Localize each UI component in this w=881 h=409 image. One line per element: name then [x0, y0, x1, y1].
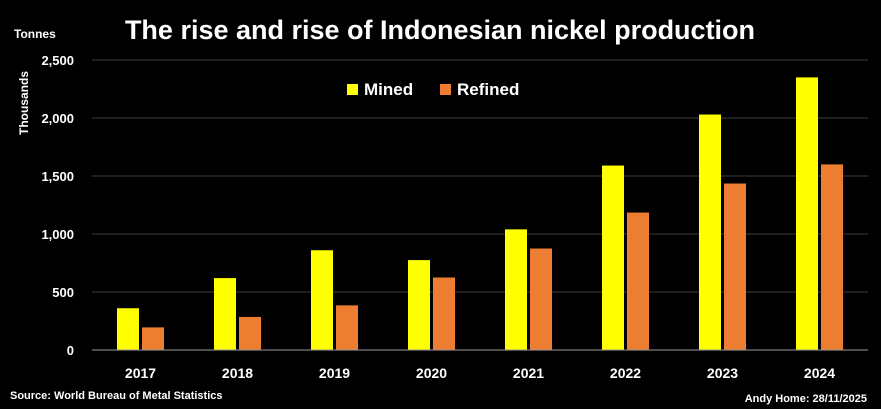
bar-refined-2020	[433, 277, 455, 350]
bar-refined-2024	[821, 164, 843, 350]
bar-mined-2020	[408, 260, 430, 350]
legend: Mined Refined	[347, 80, 519, 99]
legend-swatch-refined	[440, 84, 451, 95]
legend-swatch-mined	[347, 84, 358, 95]
y-tick-label: 2,000	[41, 111, 74, 126]
y-tick-label: 500	[52, 285, 74, 300]
bar-refined-2018	[239, 316, 261, 350]
x-tick-label: 2023	[707, 365, 738, 381]
bar-refined-2017	[142, 327, 164, 350]
bar-mined-2018	[214, 278, 236, 350]
unit-label: Tonnes	[14, 27, 56, 41]
bar-mined-2017	[117, 308, 139, 350]
legend-label-mined: Mined	[364, 80, 413, 99]
bar-refined-2023	[724, 183, 746, 350]
bar-mined-2021	[505, 229, 527, 350]
chart-title: The rise and rise of Indonesian nickel p…	[125, 15, 755, 45]
author-credit: Andy Home: 28/11/2025	[745, 393, 867, 405]
y-tick-label: 1,000	[41, 227, 74, 242]
x-tick-label: 2018	[222, 365, 253, 381]
x-axis-ticks: 2017 2018 2019 2020 2021 2022 2023 2024	[125, 365, 835, 381]
source-note: Source: World Bureau of Metal Statistics	[10, 390, 223, 402]
bar-mined-2023	[699, 114, 721, 351]
x-tick-label: 2019	[319, 365, 350, 381]
y-tick-label: 0	[67, 343, 74, 358]
y-axis-ticks: 0 500 1,000 1,500 2,000 2,500	[41, 53, 74, 358]
bars	[117, 77, 843, 351]
bar-refined-2019	[336, 305, 358, 350]
bar-mined-2022	[602, 165, 624, 350]
x-tick-label: 2020	[416, 365, 447, 381]
bar-mined-2019	[311, 250, 333, 350]
x-tick-label: 2022	[610, 365, 641, 381]
bar-refined-2021	[530, 248, 552, 350]
bar-refined-2022	[627, 212, 649, 350]
y-tick-label: 2,500	[41, 53, 74, 68]
y-axis-title: Thousands	[17, 71, 31, 135]
legend-label-refined: Refined	[457, 80, 519, 99]
x-tick-label: 2017	[125, 365, 156, 381]
bar-mined-2024	[796, 77, 818, 351]
x-tick-label: 2024	[804, 365, 835, 381]
x-tick-label: 2021	[513, 365, 544, 381]
y-tick-label: 1,500	[41, 169, 74, 184]
